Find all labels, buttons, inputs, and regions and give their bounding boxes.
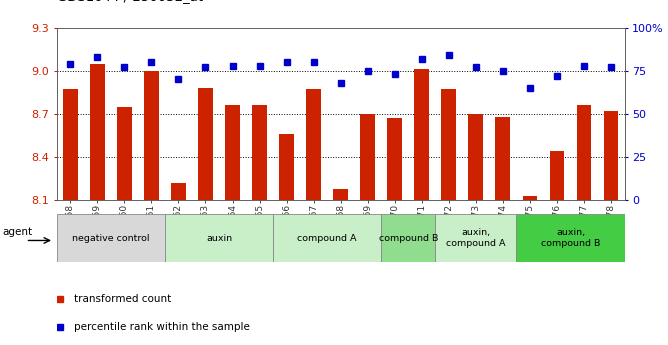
Bar [468,114,484,200]
Text: auxin,
compound A: auxin, compound A [446,228,506,248]
Bar [387,118,402,200]
Text: negative control: negative control [72,234,150,243]
Bar [165,214,273,262]
Bar [306,89,321,200]
Bar [496,117,510,200]
Bar [171,183,186,200]
Bar [381,214,436,262]
Bar [516,214,625,262]
Bar [144,71,159,200]
Bar [550,151,564,200]
Bar [360,114,375,200]
Bar [333,189,348,200]
Text: transformed count: transformed count [74,294,171,304]
Bar [414,69,430,200]
Text: compound B: compound B [379,234,438,243]
Text: compound A: compound A [297,234,357,243]
Bar [225,105,240,200]
Text: percentile rank within the sample: percentile rank within the sample [74,323,250,333]
Bar [90,63,105,200]
Bar [117,107,132,200]
Bar [252,105,267,200]
Bar [576,105,591,200]
Text: auxin,
compound B: auxin, compound B [541,228,600,248]
Text: GDS1044 / 250032_at: GDS1044 / 250032_at [57,0,203,3]
Bar [57,214,165,262]
Bar [279,134,294,200]
Bar [198,88,213,200]
Text: agent: agent [3,227,33,237]
Bar [436,214,516,262]
Text: auxin: auxin [206,234,232,243]
Bar [63,89,77,200]
Bar [604,111,619,200]
Bar [442,89,456,200]
Bar [522,196,537,200]
Bar [273,214,381,262]
